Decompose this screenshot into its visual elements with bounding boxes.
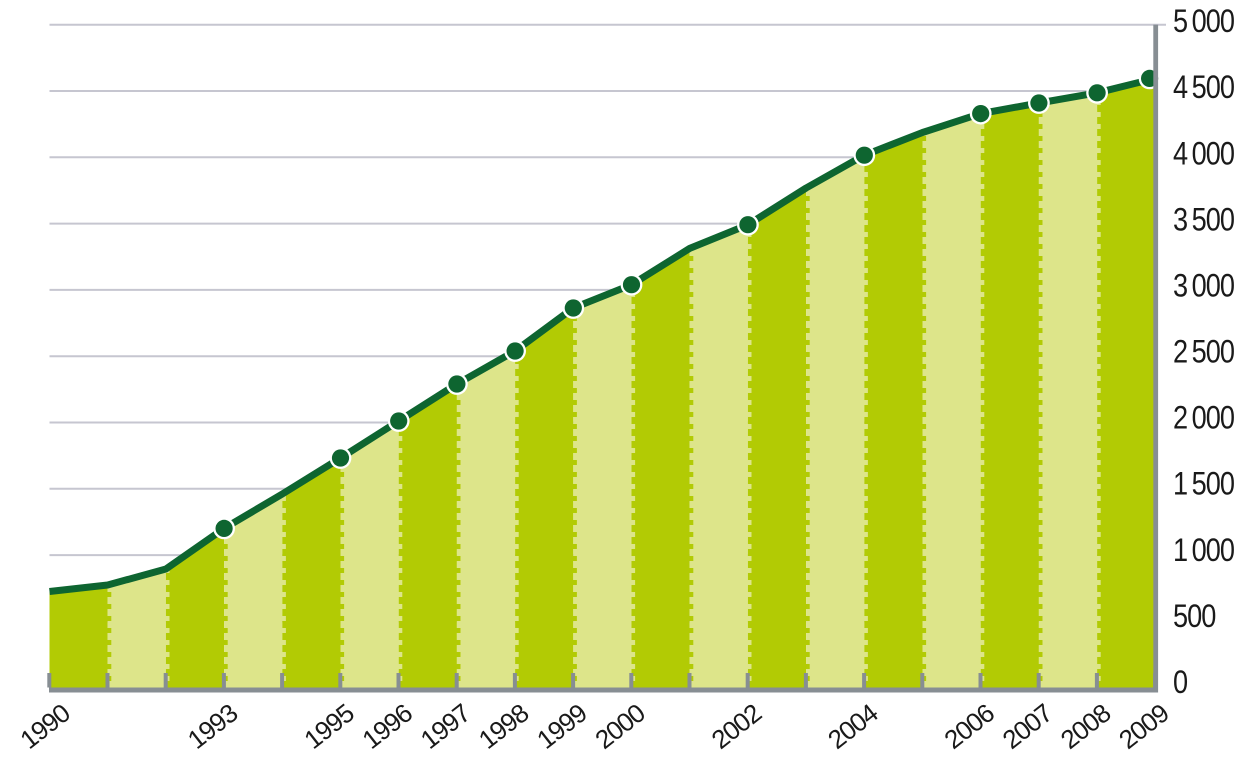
svg-text:4 500: 4 500 xyxy=(1173,70,1234,106)
svg-text:2 500: 2 500 xyxy=(1173,334,1234,370)
svg-text:3 000: 3 000 xyxy=(1173,268,1234,304)
svg-text:5 000: 5 000 xyxy=(1173,4,1234,40)
svg-text:500: 500 xyxy=(1173,599,1216,635)
svg-text:2 000: 2 000 xyxy=(1173,400,1234,436)
svg-text:1 500: 1 500 xyxy=(1173,466,1234,502)
svg-text:0: 0 xyxy=(1173,665,1188,701)
svg-text:1 000: 1 000 xyxy=(1173,533,1234,569)
svg-text:3 500: 3 500 xyxy=(1173,202,1234,238)
svg-text:4 000: 4 000 xyxy=(1173,136,1234,172)
